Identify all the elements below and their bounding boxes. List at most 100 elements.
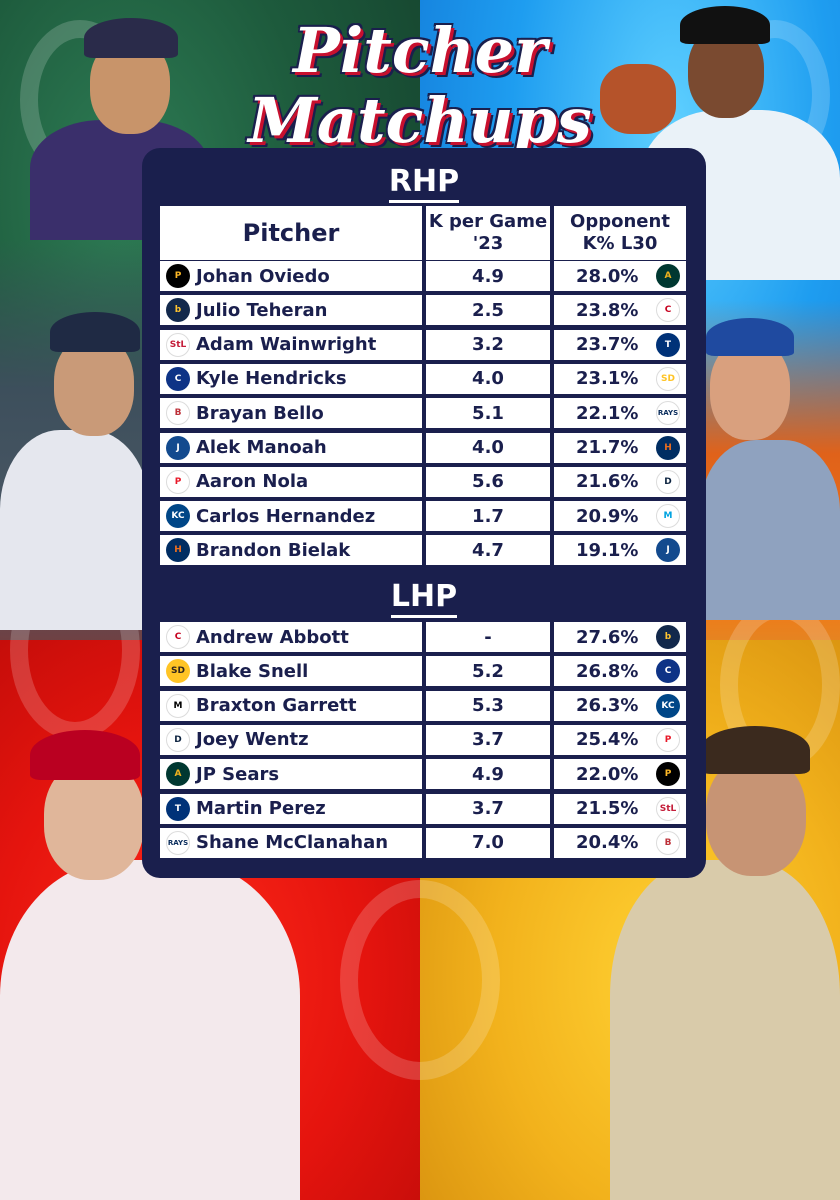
pirates-logo: P	[166, 264, 190, 288]
opponent-k-cell: 21.6% D	[554, 466, 686, 497]
astros-logo: H	[656, 435, 680, 460]
pitcher-name: Alek Manoah	[196, 437, 327, 458]
table-row: P Johan Oviedo 4.9 28.0% A	[160, 261, 686, 291]
opponent-k-value: 27.6%	[576, 626, 639, 648]
opponent-k-value: 22.1%	[576, 402, 639, 424]
astros-logo: H	[166, 538, 190, 563]
title-line-1: Pitcher	[293, 14, 547, 87]
header-k-per-game: K per Game '23	[426, 206, 550, 260]
pitcher-cell: T Martin Perez	[160, 793, 422, 824]
table-row: D Joey Wentz 3.7 25.4% P	[160, 724, 686, 755]
table-row: B Brayan Bello 5.1 22.1% RAYS	[160, 398, 686, 429]
opponent-k-value: 20.9%	[576, 505, 639, 527]
pirates-logo: P	[656, 762, 680, 787]
opponent-k-cell: 23.1% SD	[554, 363, 686, 394]
opponent-k-cell: 21.7% H	[554, 432, 686, 463]
k-per-game-cell: 5.3	[426, 690, 550, 721]
k-per-game-cell: 5.6	[426, 466, 550, 497]
pitcher-name: Shane McClanahan	[196, 832, 389, 854]
reds-logo: C	[656, 298, 680, 323]
opponent-k-value: 21.5%	[576, 798, 639, 819]
opponent-k-value: 23.8%	[576, 299, 639, 321]
opponent-k-cell: 22.1% RAYS	[554, 398, 686, 429]
pitcher-cell: P Johan Oviedo	[160, 261, 422, 291]
k-per-game-cell: 4.9	[426, 261, 550, 291]
k-per-game-cell: 4.0	[426, 363, 550, 394]
pitcher-cell: StL Adam Wainwright	[160, 329, 422, 360]
pitcher-cell: C Kyle Hendricks	[160, 363, 422, 394]
title-line-2: Matchups	[248, 84, 592, 157]
k-per-game-cell: 7.0	[426, 827, 550, 858]
opponent-k-value: 21.7%	[576, 437, 639, 458]
pitcher-name: Adam Wainwright	[196, 334, 377, 356]
table-row: SD Blake Snell 5.2 26.8% C	[160, 656, 686, 687]
pitcher-cell: J Alek Manoah	[160, 432, 422, 463]
k-per-game-cell: 3.7	[426, 724, 550, 755]
pitcher-name: Johan Oviedo	[196, 265, 330, 287]
header-pitcher: Pitcher	[160, 206, 422, 260]
pitcher-name: Aaron Nola	[196, 471, 309, 493]
opponent-k-cell: 26.8% C	[554, 656, 686, 687]
brewers-logo: b	[656, 625, 680, 649]
opponent-k-value: 28.0%	[576, 265, 639, 287]
opponent-k-value: 21.6%	[576, 471, 639, 493]
pitcher-name: Julio Teheran	[196, 299, 328, 321]
k-per-game-cell: 1.7	[426, 501, 550, 532]
redsox-logo: B	[166, 401, 190, 426]
pitcher-name: Carlos Hernandez	[196, 505, 376, 527]
phillies-logo: P	[166, 469, 190, 494]
opponent-k-value: 22.0%	[576, 763, 639, 785]
pitcher-cell: b Julio Teheran	[160, 295, 422, 326]
pitcher-cell: KC Carlos Hernandez	[160, 501, 422, 532]
cardinals-logo: StL	[166, 332, 190, 357]
smoke-swirl	[340, 880, 500, 1080]
pitcher-name: Blake Snell	[196, 660, 309, 682]
rhp-section-title: RHP	[142, 164, 706, 203]
brewers-logo: b	[166, 298, 190, 323]
opponent-k-cell: 28.0% A	[554, 261, 686, 291]
table-row: KC Carlos Hernandez 1.7 20.9% M	[160, 501, 686, 532]
rangers-logo: T	[656, 332, 680, 357]
table-row: J Alek Manoah 4.0 21.7% H	[160, 432, 686, 463]
pitcher-cell: RAYS Shane McClanahan	[160, 827, 422, 858]
opponent-k-cell: 23.8% C	[554, 295, 686, 326]
k-per-game-cell: 5.1	[426, 398, 550, 429]
k-per-game-cell: 4.9	[426, 759, 550, 790]
table-row: C Kyle Hendricks 4.0 23.1% SD	[160, 363, 686, 394]
opponent-k-value: 23.7%	[576, 334, 639, 356]
k-per-game-cell: 4.0	[426, 432, 550, 463]
pitcher-name: Martin Perez	[196, 798, 326, 819]
k-per-game-cell: 2.5	[426, 295, 550, 326]
opponent-k-value: 20.4%	[576, 832, 639, 854]
opponent-k-cell: 21.5% StL	[554, 793, 686, 824]
rays-logo: RAYS	[656, 401, 680, 426]
bluejays-logo: J	[656, 538, 680, 563]
athletics-logo: A	[656, 264, 680, 288]
pitcher-name: Brayan Bello	[196, 402, 324, 424]
opponent-k-cell: 23.7% T	[554, 329, 686, 360]
opponent-k-cell: 19.1% J	[554, 535, 686, 566]
pitcher-cell: D Joey Wentz	[160, 724, 422, 755]
opponent-k-cell: 26.3% KC	[554, 690, 686, 721]
pitcher-name: Andrew Abbott	[196, 626, 349, 648]
opponent-k-value: 26.8%	[576, 660, 639, 682]
opponent-k-cell: 25.4% P	[554, 724, 686, 755]
table-row: H Brandon Bielak 4.7 19.1% J	[160, 535, 686, 566]
opponent-k-value: 25.4%	[576, 729, 639, 751]
pitcher-cell: M Braxton Garrett	[160, 690, 422, 721]
bluejays-logo: J	[166, 435, 190, 460]
k-per-game-cell: 3.2	[426, 329, 550, 360]
pitcher-name: Brandon Bielak	[196, 539, 351, 561]
lhp-section-title: LHP	[142, 579, 706, 618]
pitcher-cell: H Brandon Bielak	[160, 535, 422, 566]
k-per-game-cell: 3.7	[426, 793, 550, 824]
cubs-logo: C	[166, 366, 190, 391]
table-row: A JP Sears 4.9 22.0% P	[160, 759, 686, 790]
opponent-k-value: 19.1%	[576, 539, 639, 561]
matchups-panel: RHP Pitcher K per Game '23 Opponent K% L…	[142, 148, 706, 878]
table-row: T Martin Perez 3.7 21.5% StL	[160, 793, 686, 824]
royals-logo: KC	[656, 693, 680, 718]
marlins-logo: M	[656, 504, 680, 529]
tigers-logo: D	[656, 469, 680, 494]
phillies-logo: P	[656, 727, 680, 752]
